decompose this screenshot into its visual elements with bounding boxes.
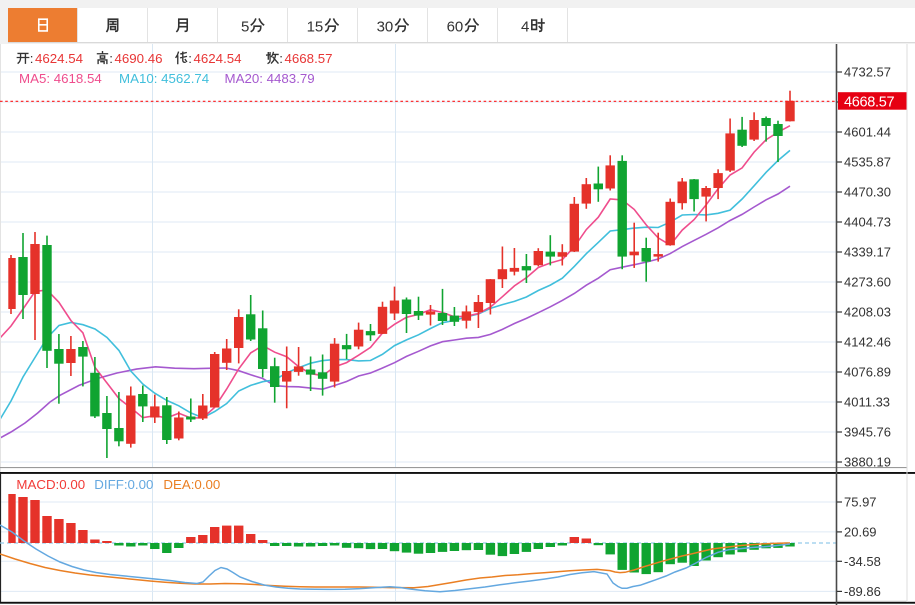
svg-text::: : <box>188 51 192 66</box>
svg-text:4535.87: 4535.87 <box>844 155 891 170</box>
svg-text:4668.57: 4668.57 <box>285 51 333 66</box>
svg-text:DIFF:0.00: DIFF:0.00 <box>94 477 153 492</box>
svg-text::: : <box>30 51 34 66</box>
svg-text:4732.57: 4732.57 <box>844 65 891 80</box>
svg-text:4273.60: 4273.60 <box>844 275 891 290</box>
svg-text:4668.57: 4668.57 <box>844 95 895 111</box>
svg-text:4690.46: 4690.46 <box>115 51 163 66</box>
svg-text:75.97: 75.97 <box>844 495 877 510</box>
svg-text:4404.73: 4404.73 <box>844 215 891 230</box>
svg-text:-89.86: -89.86 <box>844 584 881 599</box>
svg-text:4601.44: 4601.44 <box>844 125 891 140</box>
svg-text:4339.17: 4339.17 <box>844 245 891 260</box>
svg-text:4624.54: 4624.54 <box>35 51 83 66</box>
svg-text:3945.76: 3945.76 <box>844 425 891 440</box>
svg-text:5: 5 <box>241 19 249 36</box>
svg-text::: : <box>279 51 283 66</box>
svg-text:60: 60 <box>447 19 464 36</box>
svg-text:DEA:0.00: DEA:0.00 <box>163 477 220 492</box>
svg-text::: : <box>109 51 113 66</box>
svg-text:4011.33: 4011.33 <box>844 395 890 410</box>
svg-text:20.69: 20.69 <box>844 524 877 539</box>
svg-text:MACD:0.00: MACD:0.00 <box>16 477 85 492</box>
svg-text:4: 4 <box>521 19 529 36</box>
svg-text:3880.19: 3880.19 <box>844 455 891 470</box>
svg-text:-34.58: -34.58 <box>844 554 881 569</box>
svg-text:MA10: 4562.74: MA10: 4562.74 <box>119 71 209 86</box>
svg-text:4076.89: 4076.89 <box>844 365 891 380</box>
svg-text:15: 15 <box>307 19 324 36</box>
svg-text:MA20: 4483.79: MA20: 4483.79 <box>225 71 315 86</box>
svg-text:30: 30 <box>377 19 394 36</box>
svg-text:4624.54: 4624.54 <box>194 51 242 66</box>
svg-text:4208.03: 4208.03 <box>844 305 891 320</box>
svg-text:4142.46: 4142.46 <box>844 335 891 350</box>
svg-text:MA5: 4618.54: MA5: 4618.54 <box>19 71 102 86</box>
svg-text:4470.30: 4470.30 <box>844 185 891 200</box>
